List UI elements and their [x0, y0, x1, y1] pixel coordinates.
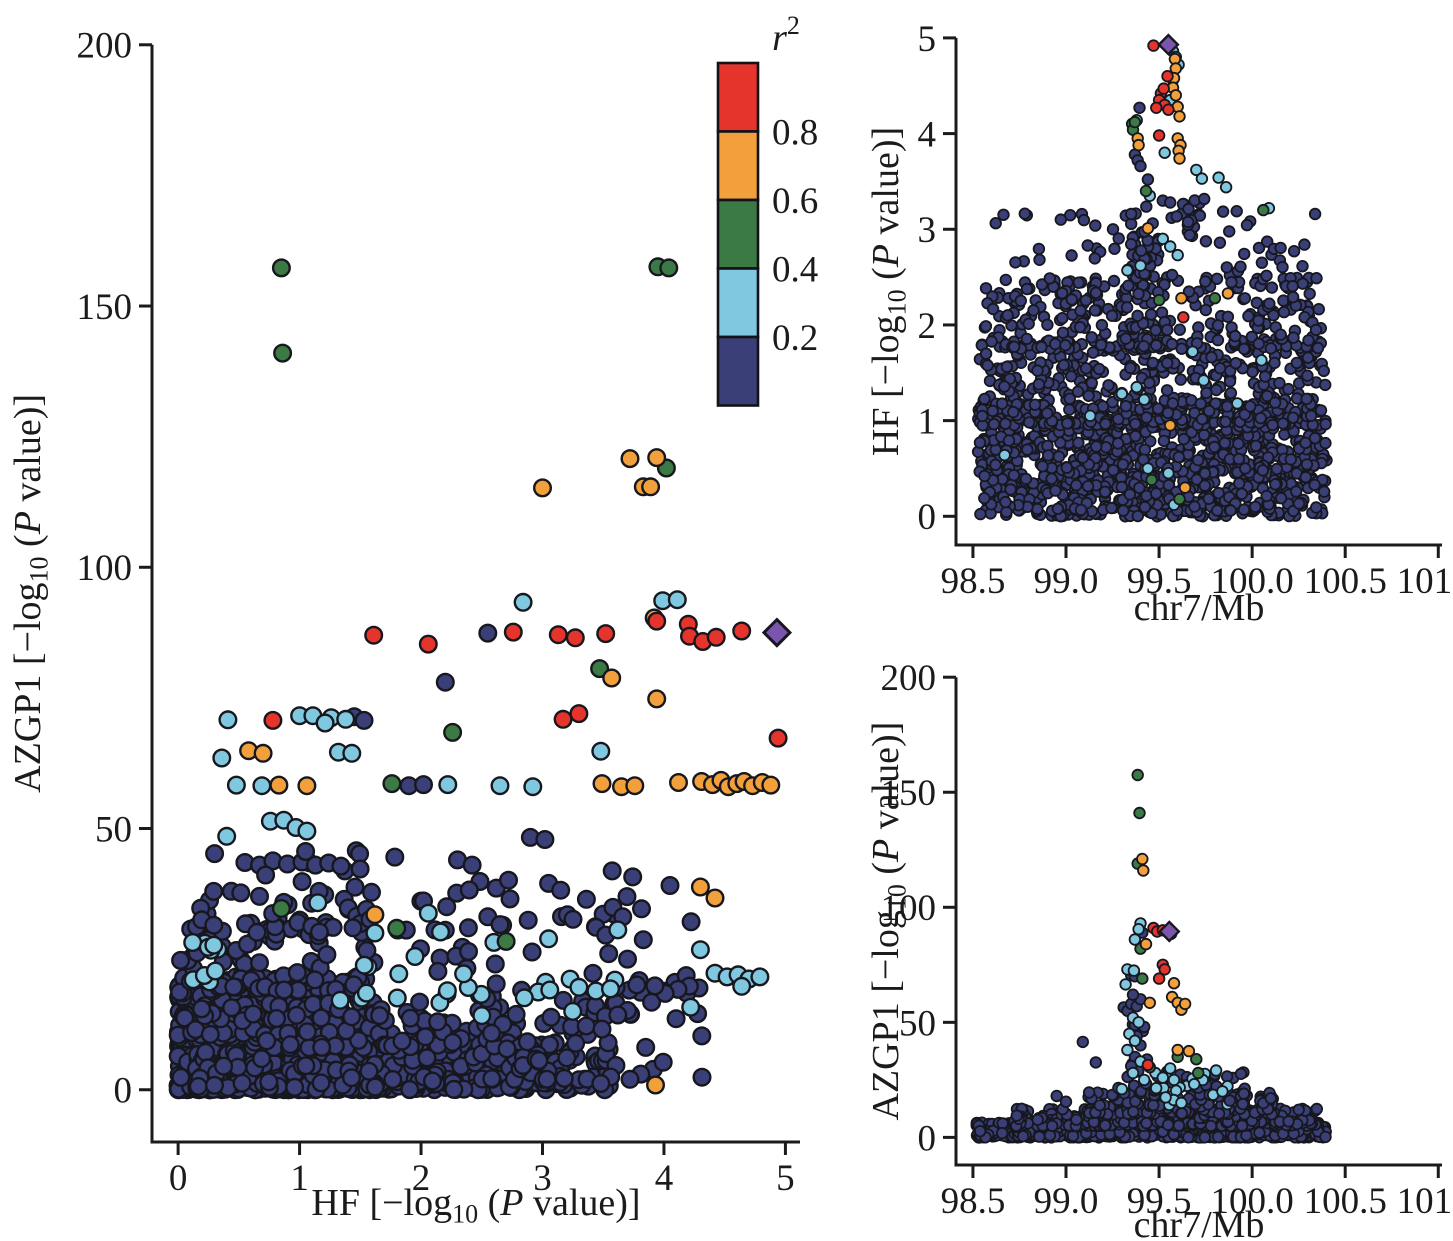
panel-hf-vs-azgp1-ytick-label: 150 — [77, 287, 133, 328]
panel-hf-vs-position-axes-spines — [954, 37, 1442, 547]
panel-hf-vs-azgp1-cloud-points — [168, 841, 712, 1100]
legend-swatch-orange — [716, 130, 760, 202]
panel-hf-vs-position-ytick-label: 0 — [918, 497, 937, 538]
panel-azgp1-vs-position-y-axis: 0 50 100 150 200 — [881, 658, 956, 1159]
panel-azgp1-vs-position-ytick-label: 50 — [899, 1003, 936, 1044]
panel-azgp1-vs-position-highlight-points — [1050, 768, 1305, 1117]
panel-hf-vs-azgp1-ytick-label: 200 — [77, 26, 133, 67]
panel-azgp1-vs-position-ytick-label: 0 — [918, 1118, 937, 1159]
panel-hf-vs-position-y-axis: 0 1 2 3 4 5 — [918, 19, 956, 538]
legend-title: r2 — [772, 11, 800, 59]
panel-hf-vs-azgp1-axes-spines — [150, 44, 800, 1144]
legend-swatch-cyan — [716, 267, 760, 339]
panel-hf-vs-azgp1-ytick-label: 0 — [114, 1071, 133, 1112]
r2-legend-colorbar: 0.8 0.6 0.4 0.2 r2 — [716, 11, 818, 407]
legend-swatch-navy — [716, 335, 760, 407]
panel-hf-vs-position-cloud-points — [971, 192, 1333, 523]
panel-hf-vs-position-ytick-label: 1 — [918, 402, 937, 443]
panel-hf-vs-azgp1-xtick-label: 0 — [169, 1158, 188, 1199]
panel-hf-vs-azgp1-highlight-points — [205, 257, 788, 1095]
panel-azgp1-vs-position-axes-spines — [954, 677, 1442, 1167]
legend-threshold-label: 0.4 — [772, 249, 818, 290]
panel-azgp1-vs-position-xtick-label: 100.5 — [1304, 1181, 1387, 1222]
panel-hf-vs-azgp1-ytick-label: 50 — [95, 809, 132, 850]
panel-hf-vs-position-x-axis-title: chr7/Mb — [1134, 587, 1265, 629]
legend-threshold-label: 0.6 — [772, 181, 818, 222]
panel-hf-vs-azgp1: 0 50 100 150 200 0 1 2 3 4 5 HF [−log10 (P value)] A… — [7, 26, 800, 1229]
panel-hf-vs-position-ytick-label: 2 — [918, 306, 937, 347]
panel-azgp1-vs-position-ytick-label: 150 — [881, 773, 937, 814]
legend-swatch-green — [716, 198, 760, 270]
panel-hf-vs-azgp1-xtick-label: 5 — [776, 1158, 795, 1199]
panel-azgp1-vs-position-x-axis-title: chr7/Mb — [1134, 1204, 1265, 1241]
panel-hf-vs-azgp1-x-axis: 0 1 2 3 4 5 — [169, 1142, 795, 1199]
legend-threshold-label: 0.2 — [772, 318, 818, 359]
panel-azgp1-vs-position-xtick-label: 100.0 — [1211, 1181, 1294, 1222]
panel-hf-vs-azgp1-xtick-label: 1 — [290, 1158, 309, 1199]
panel-hf-vs-position-ytick-label: 5 — [918, 19, 937, 60]
panel-azgp1-vs-position-cloud-points — [970, 1018, 1332, 1144]
panel-hf-vs-position-xtick-label: 100.0 — [1211, 561, 1294, 602]
legend-swatch-red — [716, 61, 760, 133]
panel-hf-vs-position-lead-snp-diamond — [1157, 33, 1180, 56]
panel-hf-vs-position-xtick-label: 101.0 — [1397, 561, 1453, 602]
panel-hf-vs-position-y-axis-title: HF [−log10 (P value)] — [865, 127, 912, 456]
panel-hf-vs-azgp1-x-axis-title: HF [−log10 (P value)] — [311, 1182, 640, 1229]
panel-hf-vs-position-ytick-label: 3 — [918, 210, 937, 251]
panel-hf-vs-azgp1-y-axis-title: AZGP1 [−log10 (P value)] — [7, 394, 54, 793]
panel-hf-vs-azgp1-xtick-label: 3 — [533, 1158, 552, 1199]
panel-azgp1-vs-position-xtick-label: 101.0 — [1397, 1181, 1453, 1222]
panel-hf-vs-position-highlight-points — [998, 39, 1276, 512]
panel-hf-vs-azgp1-xtick-label: 4 — [655, 1158, 674, 1199]
panel-hf-vs-azgp1-lead-snp-diamond — [761, 617, 793, 648]
panel-azgp1-vs-position-ytick-label: 200 — [881, 658, 937, 699]
panel-azgp1-vs-position-xtick-label: 99.5 — [1127, 1181, 1192, 1222]
panel-azgp1-vs-position-ytick-label: 100 — [881, 888, 937, 929]
legend-threshold-label: 0.8 — [772, 112, 818, 153]
panel-azgp1-vs-position-y-axis-title: AZGP1 [−log10 (P value)] — [865, 722, 912, 1121]
panel-azgp1-vs-position-lead-snp-diamond — [1158, 920, 1181, 943]
panel-hf-vs-position-xtick-label: 99.5 — [1127, 561, 1192, 602]
panel-azgp1-vs-position-xtick-label: 98.5 — [941, 1181, 1006, 1222]
panel-hf-vs-azgp1-y-axis: 0 50 100 150 200 — [77, 26, 152, 1112]
panel-hf-vs-position-xtick-label: 98.5 — [941, 561, 1006, 602]
panel-hf-vs-position-xtick-label: 99.0 — [1034, 561, 1099, 602]
panel-hf-vs-azgp1-xtick-label: 2 — [412, 1158, 431, 1199]
panel-hf-vs-position-xtick-label: 100.5 — [1304, 561, 1387, 602]
panel-hf-vs-position-ytick-label: 4 — [918, 115, 937, 156]
panel-azgp1-vs-position-xtick-label: 99.0 — [1034, 1181, 1099, 1222]
panel-hf-vs-azgp1-ytick-label: 100 — [77, 548, 133, 589]
